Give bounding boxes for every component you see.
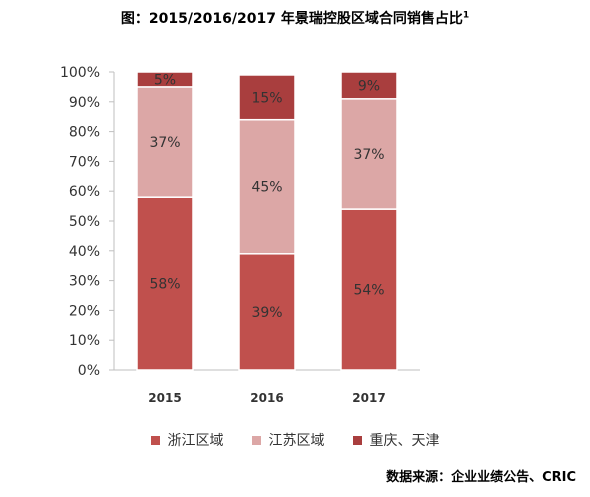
data-label: 58% — [149, 277, 180, 293]
bar-segment-2017-0 — [340, 208, 398, 371]
y-tick-label: 90% — [69, 95, 100, 111]
bar-segment-2016-1 — [238, 118, 296, 255]
chart-title: 图：2015/2016/2017 年景瑞控股区域合同销售占比1 — [0, 8, 590, 28]
y-tick-label: 0% — [78, 363, 100, 379]
legend-item-chongqing-tianjin: 重庆、天津 — [352, 430, 440, 450]
y-tick-label: 70% — [69, 154, 100, 170]
x-tick-label: 2016 — [250, 391, 283, 405]
y-tick-label: 40% — [69, 244, 100, 260]
legend-item-zhejiang: 浙江区域 — [150, 430, 224, 450]
legend-item-jiangsu: 江苏区域 — [251, 430, 325, 450]
legend-swatch-jiangsu — [251, 435, 261, 445]
y-tick-label: 30% — [69, 274, 100, 290]
data-label: 15% — [251, 90, 282, 106]
bar-segment-2016-2 — [238, 74, 296, 121]
y-tick-label: 100% — [60, 65, 100, 81]
bar-segment-2015-1 — [136, 86, 194, 198]
y-tick-label: 60% — [69, 184, 100, 200]
data-label: 37% — [353, 147, 384, 163]
data-label: 45% — [251, 180, 282, 196]
x-tick-label: 2017 — [352, 391, 385, 405]
data-label: 54% — [353, 283, 384, 299]
data-label: 37% — [149, 135, 180, 151]
bar-segment-2015-2 — [136, 71, 194, 88]
chart-legend: 浙江区域 江苏区域 重庆、天津 — [0, 430, 590, 450]
y-tick-label: 50% — [69, 214, 100, 230]
y-tick-label: 20% — [69, 303, 100, 319]
x-tick-label: 2015 — [148, 391, 181, 405]
bar-segment-2017-2 — [340, 71, 398, 100]
chart-title-superscript: 1 — [462, 10, 470, 21]
data-label: 9% — [358, 78, 380, 94]
data-source: 数据来源：企业业绩公告、CRIC — [386, 470, 576, 485]
legend-label-jiangsu: 江苏区域 — [268, 433, 325, 449]
bar-segment-2015-0 — [136, 196, 194, 371]
y-tick-label: 10% — [69, 333, 100, 349]
data-label: 39% — [251, 305, 282, 321]
data-label: 5% — [154, 72, 176, 88]
y-tick-label: 80% — [69, 125, 100, 141]
legend-label-zhejiang: 浙江区域 — [167, 433, 224, 449]
legend-swatch-chongqing-tianjin — [352, 435, 362, 445]
bar-segment-2017-1 — [340, 98, 398, 210]
legend-label-chongqing-tianjin: 重庆、天津 — [369, 433, 440, 449]
legend-swatch-zhejiang — [150, 435, 160, 445]
stacked-bar-chart: 0% 10% 20% 30% 40% 50% 60% 70% 80% 90% 100% 58% 37% 5… — [60, 65, 420, 405]
chart-title-text: 图：2015/2016/2017 年景瑞控股区域合同销售占比 — [120, 11, 463, 27]
